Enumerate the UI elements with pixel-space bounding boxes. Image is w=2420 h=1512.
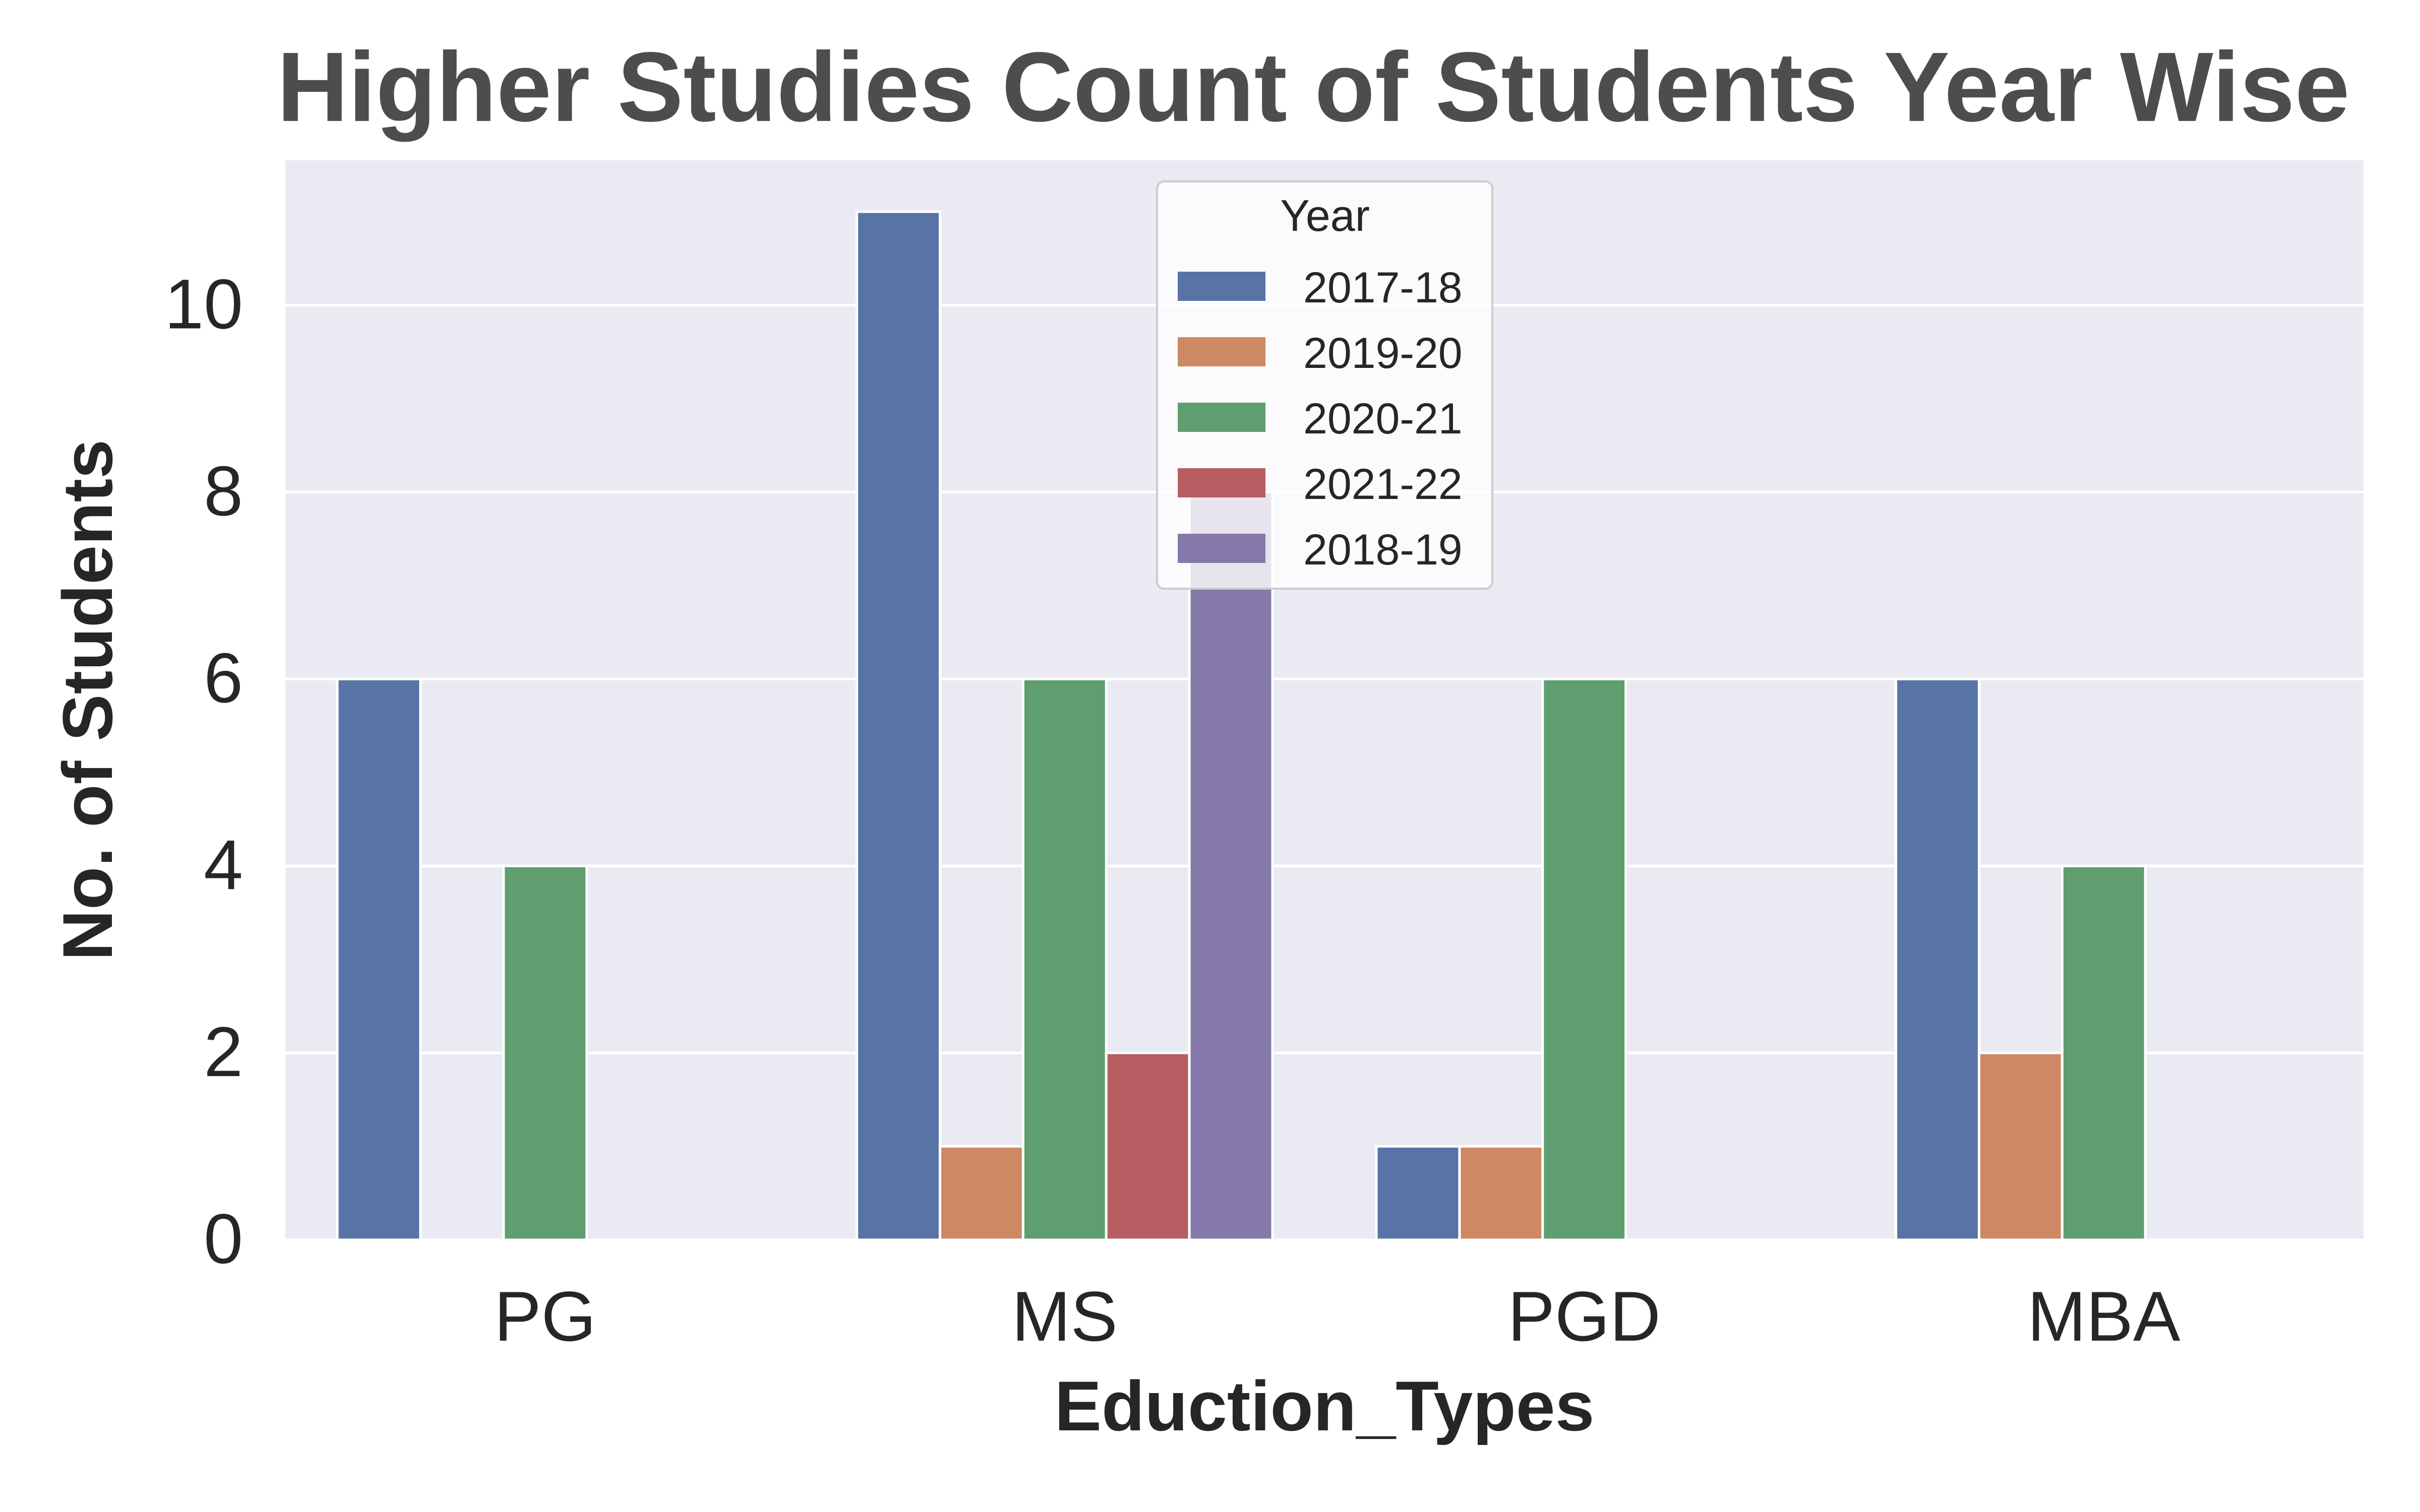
x-axis-label: Eduction_Types (1055, 1366, 1595, 1445)
y-tick-label: 10 (164, 264, 243, 343)
x-tick-label: MS (1012, 1277, 1118, 1356)
legend-label: 2018-19 (1303, 526, 1463, 574)
bar-mba-2017-18 (1895, 677, 1980, 1241)
legend-label: 2020-21 (1303, 395, 1463, 443)
y-axis-ticks: 0 2 4 6 8 10 (164, 264, 243, 1278)
bar-ms-2021-22 (1105, 1051, 1191, 1241)
legend-swatch (1178, 534, 1265, 563)
chart-title: Higher Studies Count of Students Year Wi… (277, 32, 2349, 142)
bar-ms-2019-20 (938, 1145, 1024, 1241)
legend: Year 2017-18 2019-20 2020-21 2021-22 2018-19 (1156, 180, 1493, 590)
bar-mba-2019-20 (1977, 1051, 2064, 1241)
bar-pg-2020-21 (502, 864, 588, 1241)
x-tick-label: PG (494, 1277, 596, 1356)
legend-label: 2017-18 (1303, 264, 1463, 312)
bar-pgd-2019-20 (1458, 1145, 1544, 1241)
legend-swatch (1178, 468, 1265, 497)
bar-pgd-2020-21 (1541, 677, 1627, 1241)
legend-label: 2019-20 (1303, 329, 1463, 377)
y-tick-label: 4 (204, 825, 243, 904)
legend-label: 2021-22 (1303, 460, 1463, 509)
x-tick-label: PGD (1508, 1277, 1661, 1356)
bar-pgd-2017-18 (1375, 1145, 1461, 1241)
y-tick-label: 2 (204, 1012, 243, 1091)
bar-ms-2018-19 (1188, 490, 1274, 1241)
y-tick-label: 6 (204, 638, 243, 717)
y-tick-label: 8 (204, 451, 243, 530)
bar-ms-2017-18 (856, 210, 941, 1241)
legend-title: Year (1280, 191, 1370, 240)
legend-swatch (1178, 272, 1265, 301)
legend-swatch (1178, 337, 1265, 366)
bar-ms-2020-21 (1021, 677, 1108, 1241)
bars (336, 210, 2147, 1241)
y-tick-label: 0 (204, 1199, 243, 1278)
bar-mba-2020-21 (2061, 864, 2147, 1241)
bar-pg-2017-18 (336, 677, 422, 1241)
legend-swatch (1178, 403, 1265, 432)
x-tick-label: MBA (2027, 1277, 2181, 1356)
y-axis-label: No. of Students (48, 439, 127, 961)
x-axis-ticks: PG MS PGD MBA (494, 1277, 2181, 1356)
